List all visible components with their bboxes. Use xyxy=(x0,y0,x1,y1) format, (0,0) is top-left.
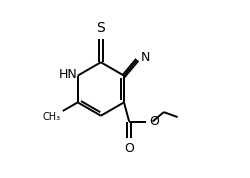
Text: O: O xyxy=(124,142,134,155)
Text: O: O xyxy=(149,115,159,128)
Text: CH₃: CH₃ xyxy=(43,112,61,122)
Text: N: N xyxy=(140,51,150,64)
Text: S: S xyxy=(96,20,105,35)
Text: HN: HN xyxy=(58,68,77,81)
